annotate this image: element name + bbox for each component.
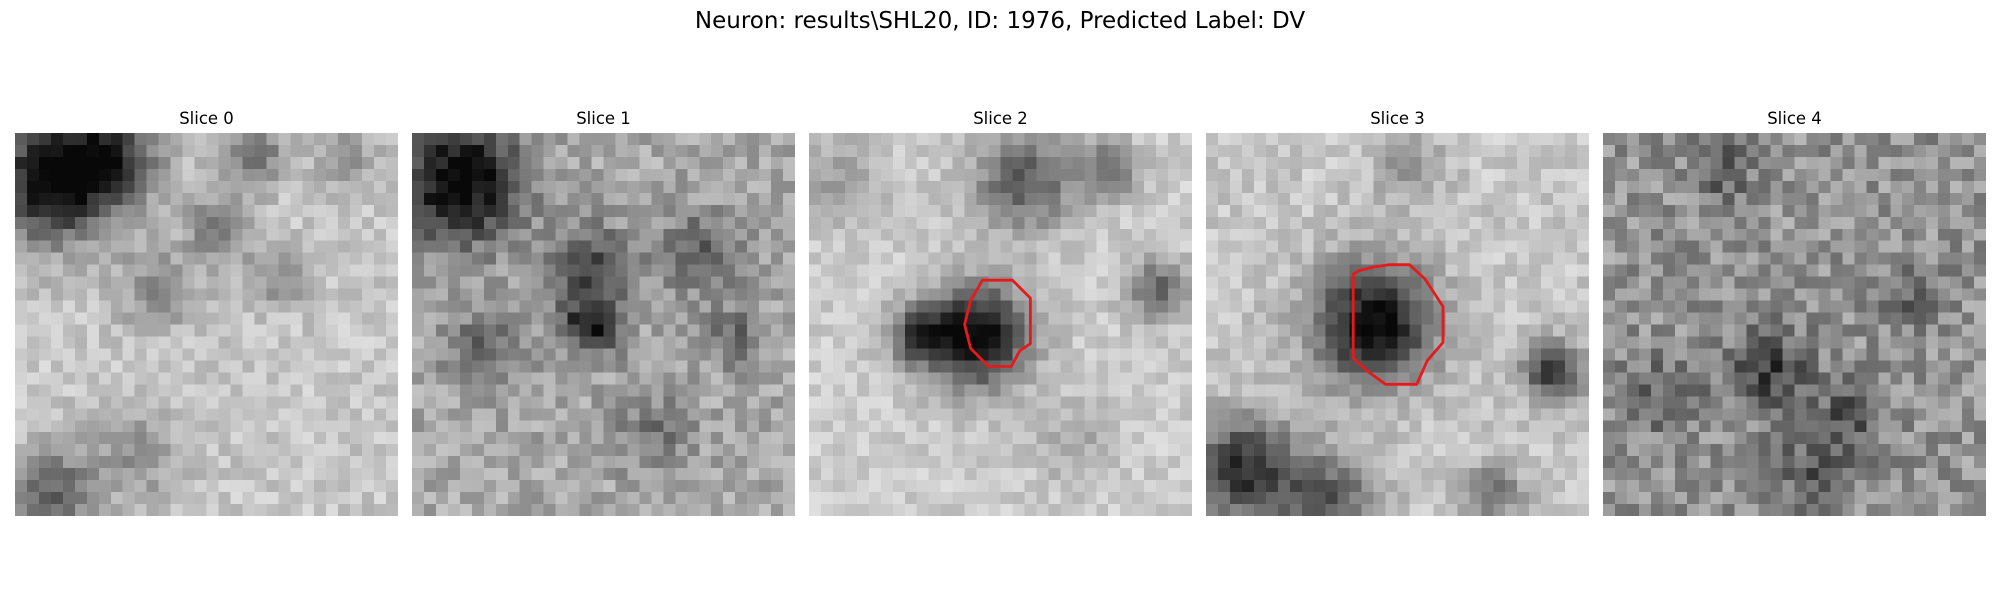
nucleus-contour xyxy=(1351,263,1445,386)
slice-title: Slice 2 xyxy=(973,109,1028,128)
slice-panel-3: Slice 3 xyxy=(1206,108,1589,516)
slice-panel-0: Slice 0 xyxy=(15,108,398,516)
slice-image xyxy=(1206,133,1589,516)
slice-title: Slice 4 xyxy=(1767,109,1822,128)
slice-title: Slice 0 xyxy=(179,109,234,128)
slice-panel-2: Slice 2 xyxy=(809,108,1192,516)
slice-panel-1: Slice 1 xyxy=(412,108,795,516)
slice-panel-4: Slice 4 xyxy=(1603,108,1986,516)
slice-image xyxy=(15,133,398,516)
slice-image xyxy=(809,133,1192,516)
slice-image xyxy=(1603,133,1986,516)
nucleus-contour xyxy=(963,278,1032,368)
slice-title: Slice 3 xyxy=(1370,109,1425,128)
slice-title: Slice 1 xyxy=(576,109,631,128)
slice-image xyxy=(412,133,795,516)
figure-title: Neuron: results\SHL20, ID: 1976, Predict… xyxy=(694,8,1306,34)
